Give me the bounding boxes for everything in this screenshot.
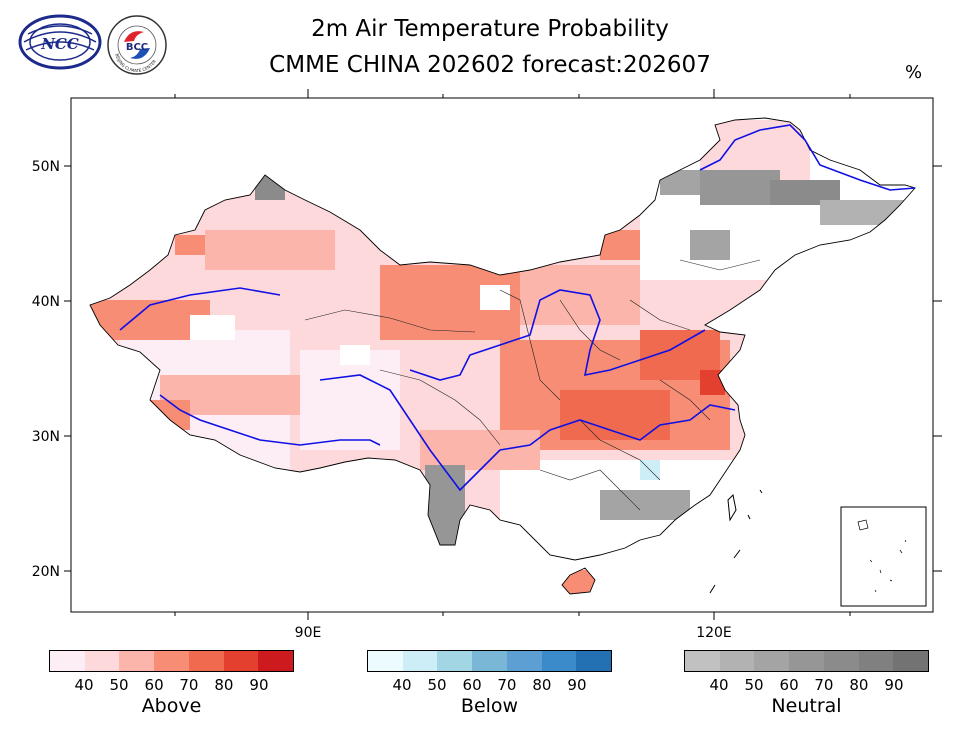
legend-neutral-swatch [754,651,790,671]
legend-tick: 80 [214,676,234,694]
legend-above-swatch [258,651,294,671]
ncc-logo-text: NCC [40,35,79,53]
bcc-logo-text: BCC [126,42,148,53]
unit-label: % [905,62,923,83]
legend-tick: 40 [74,676,94,694]
legend-below-swatch [541,651,577,671]
lon-label-90e: 90E [295,625,322,641]
legend-tick: 70 [179,676,199,694]
rivers [119,124,916,492]
legend-tick: 70 [814,676,834,694]
legend-tick: 90 [249,676,269,694]
legend-tick: 40 [392,676,412,694]
legend-above-swatch [154,651,189,671]
legend-below-swatch [402,651,438,671]
legend-above-title: Above [141,695,202,717]
legend-below-title: Below [460,695,519,717]
legend-tick: 90 [884,676,904,694]
province-boundaries [304,259,761,511]
legend-below-swatch [506,651,542,671]
legend-tick: 80 [532,676,552,694]
legend-above-swatch [188,651,224,671]
legend-neutral-swatch [789,651,824,671]
legend-above-swatch [84,651,120,671]
coastal-islands [709,489,763,594]
legend-tick: 50 [109,676,129,694]
lat-label-30n: 30N [32,429,60,445]
legend-neutral-swatch [719,651,755,671]
bcc-logo: BCC BEIJING CLIMATE CENTER [107,15,167,75]
legend-neutral-swatch [893,651,929,671]
legend-tick: 60 [462,676,482,694]
legend-tick: 50 [427,676,447,694]
legend-below-bar [367,650,612,672]
lat-label-20n: 20N [32,564,60,580]
chart-title: 2m Air Temperature Probability [311,16,669,42]
legend-tick: 60 [779,676,799,694]
legend-neutral-swatch [685,651,720,671]
inset-islands [857,519,907,593]
ncc-logo: NCC [18,14,102,70]
legend-tick: 80 [849,676,869,694]
legend-neutral-swatch [823,651,859,671]
legend-above-swatch [50,651,85,671]
legend-neutral-swatch [858,651,894,671]
lat-label-50n: 50N [32,159,60,175]
legend-below-swatch [472,651,507,671]
legend-tick: 40 [709,676,729,694]
lon-label-120e: 120E [696,625,732,641]
legend-neutral-title: Neutral [771,695,842,717]
legend-tick: 90 [567,676,587,694]
axis-ticks [64,89,942,620]
legend-above-bar [49,650,294,672]
legend-tick: 50 [744,676,764,694]
south-china-sea-inset [840,506,927,607]
legend-neutral-bar [684,650,929,672]
lat-label-40n: 40N [32,294,60,310]
legend-tick: 70 [497,676,517,694]
legend-below-swatch [368,651,403,671]
legend-below-swatch [437,651,473,671]
legend-above-swatch [119,651,155,671]
legend-tick: 60 [144,676,164,694]
legend-above-swatch [223,651,259,671]
legend-below-swatch [576,651,612,671]
chart-subtitle: CMME CHINA 202602 forecast:202607 [269,52,711,78]
